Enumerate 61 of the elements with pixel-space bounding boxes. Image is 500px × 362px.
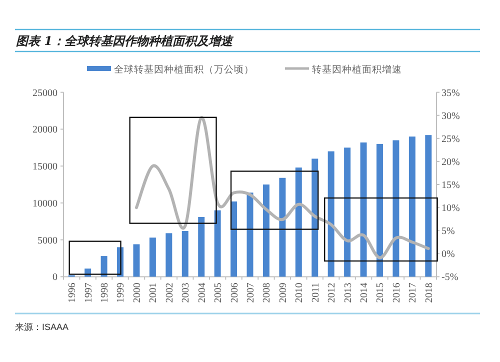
x-tick-label: 2014 (359, 282, 370, 303)
bar (166, 233, 172, 277)
bar (312, 158, 318, 277)
x-tick-label: 2000 (132, 282, 143, 303)
x-tick-label: 2004 (196, 282, 208, 303)
bar (100, 256, 108, 277)
y-tick-label: 20000 (32, 124, 58, 136)
y2-tick-label: 35% (442, 88, 460, 99)
bar (230, 201, 238, 277)
y2-tick-label: 10% (442, 203, 460, 214)
x-tick-label: 1997 (83, 282, 94, 303)
x-tick-label: 2011 (310, 282, 322, 302)
y2-tick-label: 0% (442, 249, 455, 260)
x-tick-label: 2013 (342, 282, 354, 303)
legend-label: 转基因种植面积增速 (312, 64, 402, 76)
bar (392, 140, 400, 277)
x-tick-label: 2018 (424, 282, 435, 303)
bar (198, 216, 205, 277)
bar (262, 184, 270, 277)
y2-tick-label: 25% (442, 134, 460, 145)
y-tick-label: 5000 (38, 235, 58, 246)
x-tick-label: 2010 (294, 282, 306, 303)
x-tick-label: 2016 (391, 282, 402, 303)
bar (295, 168, 302, 277)
bar (149, 238, 156, 277)
bar (344, 148, 351, 277)
y-tick-label: 25000 (32, 88, 58, 99)
bar (408, 136, 416, 277)
x-tick-label: 2008 (262, 282, 273, 303)
x-tick-label: 1996 (67, 282, 78, 303)
bar (328, 151, 334, 277)
x-tick-label: 2001 (148, 282, 160, 303)
y-tick-label: 15000 (32, 162, 58, 173)
bar (182, 230, 188, 277)
chart-title: 图表 1：全球转基因作物种植面积及增速 (16, 34, 235, 48)
bar (376, 144, 383, 277)
bar (360, 142, 367, 277)
bar (214, 210, 221, 277)
y-tick-label: 10000 (32, 198, 58, 210)
x-tick-label: 2003 (180, 282, 192, 303)
x-tick-label: 2017 (408, 282, 419, 303)
bar (133, 244, 140, 277)
x-tick-label: 2002 (164, 282, 176, 303)
x-tick-label: 2006 (229, 282, 240, 303)
x-tick-label: 1999 (116, 282, 127, 303)
y2-tick-label: 20% (442, 156, 460, 168)
y2-tick-label: 5% (442, 226, 455, 238)
y2-tick-label: -5% (442, 272, 458, 284)
y2-tick-label: 30% (442, 110, 460, 122)
x-tick-label: 2005 (213, 282, 224, 303)
legend-label: 全球转基因种植面积（万公顷） (114, 64, 254, 76)
x-tick-label: 1998 (100, 282, 111, 303)
x-tick-label: 2015 (375, 282, 386, 303)
bar (279, 178, 286, 277)
x-tick-label: 2012 (326, 282, 338, 303)
y2-tick-label: 15% (442, 180, 460, 191)
bar (425, 135, 432, 277)
x-tick-label: 2009 (278, 282, 289, 303)
source-note: 来源：ISAAA (15, 322, 69, 332)
x-tick-label: 2007 (246, 282, 256, 303)
y-tick-label: 0 (52, 272, 58, 284)
